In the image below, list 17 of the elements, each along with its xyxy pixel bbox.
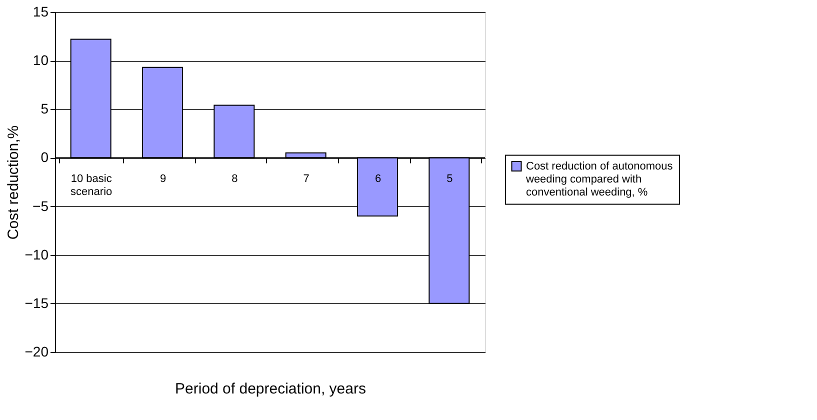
- y-tick-label: 5: [40, 100, 49, 117]
- y-tick-label: −15: [24, 294, 49, 311]
- x-tick-label: 10 basic scenario: [70, 173, 112, 198]
- x-tick-label: 6: [374, 173, 382, 186]
- x-tick-label: 8: [232, 173, 238, 186]
- x-axis-title: Period of depreciation, years: [175, 380, 366, 398]
- y-tick-label: −20: [24, 344, 49, 360]
- y-tick-label: 0: [40, 149, 49, 166]
- x-tick-label: 7: [303, 173, 310, 186]
- y-tick-label: −10: [24, 246, 49, 262]
- y-tick-label: 10: [32, 52, 49, 68]
- y-tick-label: −5: [32, 198, 49, 214]
- x-tick-label: 9: [160, 173, 166, 186]
- y-axis-title: Cost reduction,%: [4, 125, 22, 240]
- y-tick-label: 15: [32, 4, 49, 20]
- legend-label: Cost reduction of autonomous weeding compared with conventional weeding, %: [525, 160, 674, 198]
- x-tick-label: 5: [446, 173, 453, 186]
